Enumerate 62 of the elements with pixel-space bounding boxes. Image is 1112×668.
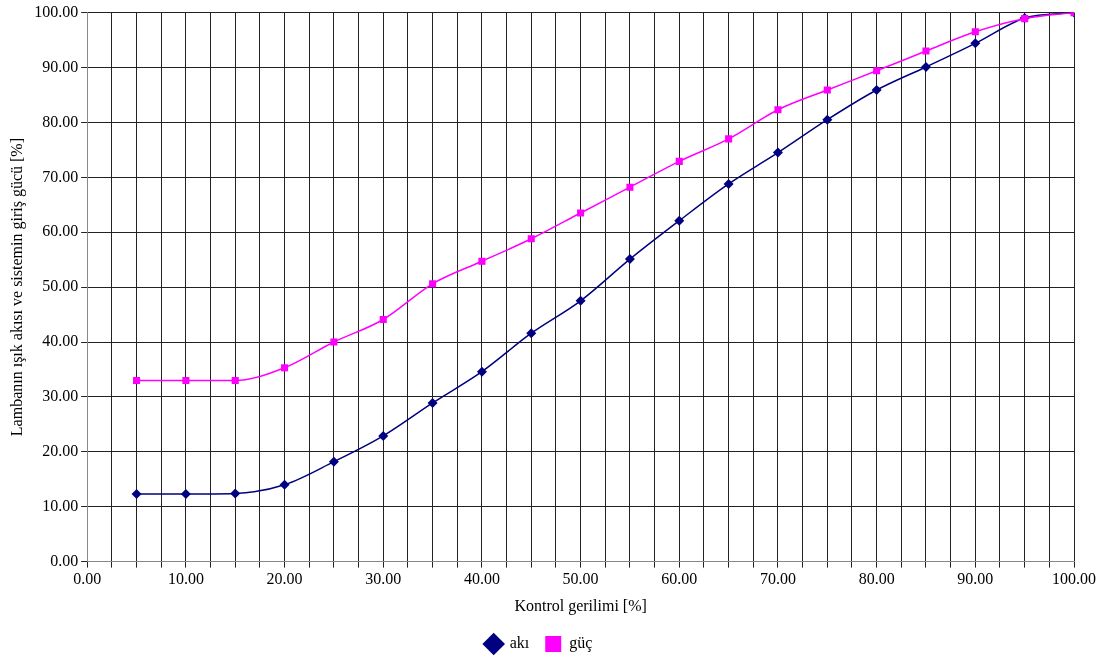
point [674, 215, 685, 226]
y-tick-label: 10.00 [42, 496, 79, 514]
x-tick-label: 60.00 [661, 570, 698, 588]
point [526, 328, 537, 339]
point [182, 376, 190, 384]
y-axis-title: Lambanın ışık akısı ve sistemin giriş gücü [%] [7, 138, 26, 437]
point [871, 85, 882, 96]
y-tick-label: 90.00 [42, 57, 79, 75]
point [281, 364, 289, 372]
point [133, 376, 141, 384]
point [330, 338, 338, 346]
x-tick-label: 50.00 [562, 570, 599, 588]
point [823, 86, 831, 94]
x-tick-label: 90.00 [957, 570, 994, 588]
point [772, 147, 783, 158]
y-tick-label: 0.00 [50, 551, 79, 569]
point [379, 315, 387, 324]
x-tick-label: 10.00 [167, 570, 204, 588]
point [328, 456, 339, 467]
point [230, 488, 241, 499]
point [180, 489, 191, 500]
point [427, 397, 438, 408]
point [873, 67, 881, 75]
point [131, 489, 142, 500]
y-tick-label: 70.00 [42, 167, 79, 185]
legend-label: güç [569, 634, 593, 653]
point [922, 47, 930, 55]
x-tick-label: 20.00 [266, 570, 303, 588]
y-tick-label: 60.00 [42, 222, 79, 240]
x-tick-label: 70.00 [759, 570, 796, 588]
x-tick-label: 0.00 [73, 570, 102, 588]
point [970, 38, 981, 49]
point [478, 257, 486, 265]
y-tick-label: 40.00 [42, 332, 79, 350]
point [822, 114, 833, 125]
point [527, 235, 535, 243]
point [378, 430, 389, 441]
point [624, 254, 635, 265]
x-tick-label: 100.00 [1052, 570, 1096, 588]
y-tick-label: 20.00 [42, 442, 79, 459]
point [577, 209, 585, 217]
y-tick-label: 80.00 [42, 112, 79, 130]
point [725, 135, 733, 143]
point [971, 28, 979, 36]
legend-label: akı [509, 634, 530, 652]
point [279, 479, 290, 490]
point [476, 366, 487, 377]
point [774, 106, 782, 114]
x-axis-title: Kontrol gerilimi [%] [514, 596, 647, 615]
point [723, 178, 734, 189]
x-tick-label: 30.00 [365, 570, 402, 588]
point [920, 61, 931, 72]
point [231, 376, 239, 384]
y-tick-label: 100.00 [34, 2, 79, 20]
y-tick-label: 50.00 [42, 277, 79, 295]
x-tick-label: 40.00 [463, 570, 500, 588]
point [675, 157, 683, 165]
point [429, 280, 437, 288]
y-tick-label: 30.00 [42, 387, 79, 405]
point [626, 183, 634, 191]
x-tick-label: 80.00 [858, 570, 895, 588]
point [575, 295, 586, 306]
